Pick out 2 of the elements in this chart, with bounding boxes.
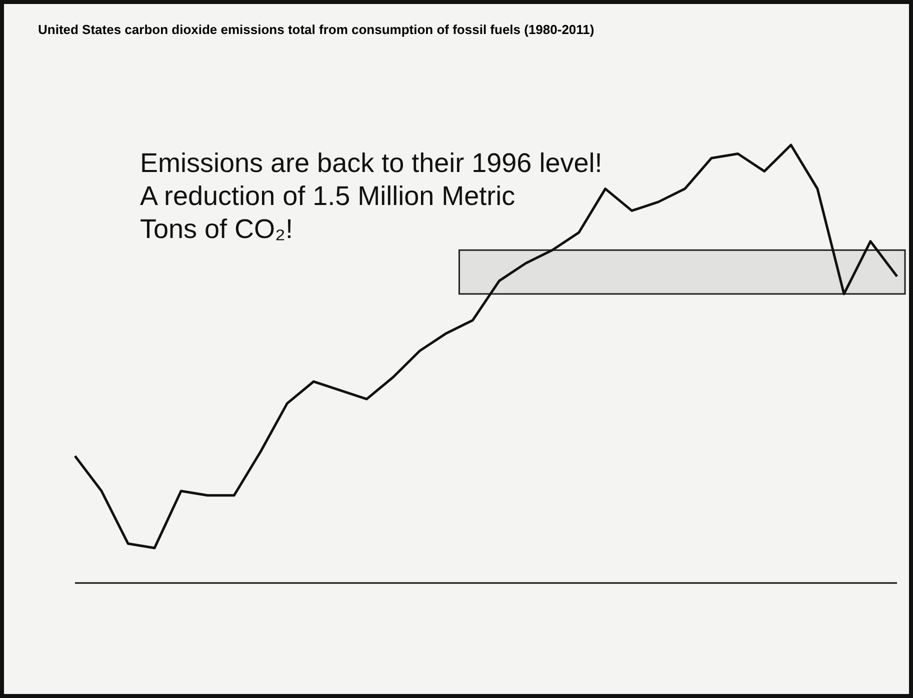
chart-title: United States carbon dioxide emissions total from consumption of fossil fuels (1980-2011) — [38, 22, 594, 37]
annotation: Emissions are back to their 1996 level! A reduction of 1.5 Million Metric Tons of CO₂! — [140, 148, 602, 244]
